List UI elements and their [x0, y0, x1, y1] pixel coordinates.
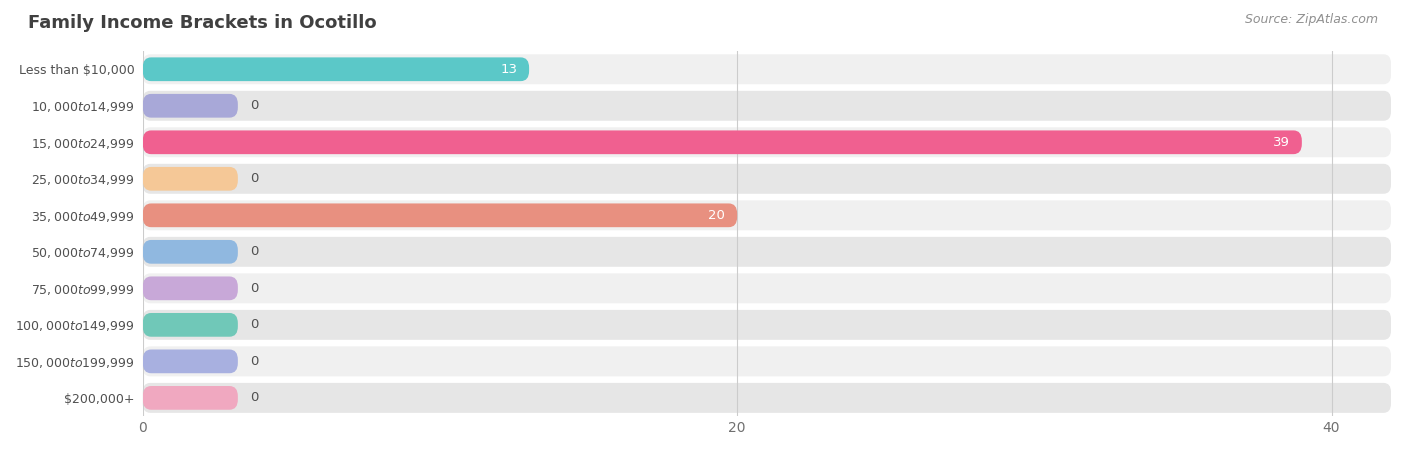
FancyBboxPatch shape	[143, 383, 1391, 413]
Text: 20: 20	[709, 209, 725, 222]
Text: 0: 0	[250, 245, 259, 258]
FancyBboxPatch shape	[143, 350, 238, 373]
Text: 0: 0	[250, 282, 259, 295]
Text: 0: 0	[250, 318, 259, 331]
FancyBboxPatch shape	[143, 164, 1391, 194]
FancyBboxPatch shape	[143, 167, 238, 191]
FancyBboxPatch shape	[143, 130, 1302, 154]
Text: 0: 0	[250, 99, 259, 112]
FancyBboxPatch shape	[143, 276, 238, 300]
FancyBboxPatch shape	[143, 240, 238, 264]
FancyBboxPatch shape	[143, 203, 737, 227]
FancyBboxPatch shape	[143, 54, 1391, 84]
FancyBboxPatch shape	[143, 200, 1391, 230]
Text: Source: ZipAtlas.com: Source: ZipAtlas.com	[1244, 14, 1378, 27]
FancyBboxPatch shape	[143, 313, 238, 337]
FancyBboxPatch shape	[143, 386, 238, 410]
Text: 39: 39	[1272, 136, 1289, 149]
Text: 0: 0	[250, 392, 259, 405]
FancyBboxPatch shape	[143, 237, 1391, 267]
FancyBboxPatch shape	[143, 91, 1391, 121]
Text: 0: 0	[250, 355, 259, 368]
FancyBboxPatch shape	[143, 127, 1391, 157]
Text: 13: 13	[501, 63, 517, 76]
FancyBboxPatch shape	[143, 310, 1391, 340]
FancyBboxPatch shape	[143, 58, 529, 81]
FancyBboxPatch shape	[143, 273, 1391, 303]
FancyBboxPatch shape	[143, 94, 238, 117]
FancyBboxPatch shape	[143, 346, 1391, 376]
Text: Family Income Brackets in Ocotillo: Family Income Brackets in Ocotillo	[28, 14, 377, 32]
Text: 0: 0	[250, 172, 259, 185]
